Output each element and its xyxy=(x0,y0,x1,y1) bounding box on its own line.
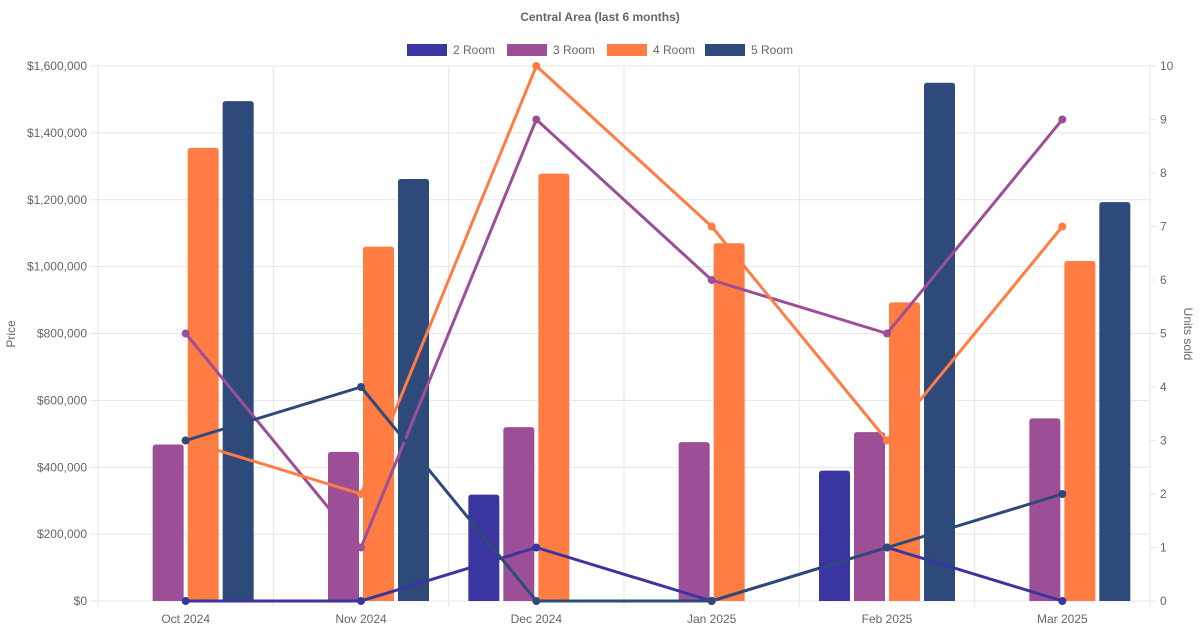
y-tick-label: $800,000 xyxy=(37,327,87,341)
legend-swatch-4-room xyxy=(607,44,647,56)
y2-tick-label: 4 xyxy=(1160,380,1167,394)
point-units-3-room xyxy=(357,543,365,552)
y2-tick-label: 5 xyxy=(1160,327,1167,341)
legend-label-3-room: 3 Room xyxy=(553,43,595,57)
point-units-5-room xyxy=(883,543,891,552)
bar-3-room xyxy=(503,427,535,601)
point-units-3-room xyxy=(707,276,716,284)
bar-2-room xyxy=(468,494,500,601)
y-tick-label: $0 xyxy=(74,594,88,608)
x-tick-label: Nov 2024 xyxy=(335,612,387,626)
y-tick-label: $1,200,000 xyxy=(27,193,87,207)
y-tick-label: $400,000 xyxy=(37,460,87,474)
legend-swatch-3-room xyxy=(507,44,547,56)
legend-label-4-room: 4 Room xyxy=(653,43,695,57)
point-units-4-room xyxy=(357,490,365,498)
bar-3-room xyxy=(678,442,710,601)
y2-tick-label: 9 xyxy=(1160,113,1167,127)
bar-4-room xyxy=(889,302,920,601)
point-units-2-room xyxy=(532,543,541,552)
y2-tick-label: 7 xyxy=(1160,220,1167,234)
bar-3-room xyxy=(1029,418,1061,601)
y2-tick-label: 0 xyxy=(1160,594,1167,608)
chart-title: Central Area (last 6 months) xyxy=(520,10,680,24)
legend: 2 Room 3 Room 4 Room 5 Room xyxy=(407,43,793,57)
point-units-5-room xyxy=(1058,490,1067,498)
point-units-5-room xyxy=(357,383,365,391)
bar-5-room xyxy=(222,101,254,601)
legend-label-5-room: 5 Room xyxy=(751,43,793,57)
x-tick-label: Feb 2025 xyxy=(862,612,913,626)
x-tick-label: Oct 2024 xyxy=(161,612,210,626)
axes: $0 $200,000 $400,000 $600,000 $800,000 $1,000… xyxy=(27,59,1174,626)
point-units-5-room xyxy=(532,597,541,605)
bar-2-room xyxy=(819,470,850,601)
bar-5-room xyxy=(398,179,429,602)
y2-tick-label: 3 xyxy=(1160,434,1167,448)
y2-tick-label: 2 xyxy=(1160,487,1167,501)
line-units-4-room xyxy=(185,64,1064,496)
legend-label-2-room: 2 Room xyxy=(453,43,495,57)
y-tick-label: $600,000 xyxy=(37,393,87,407)
bar-4-room xyxy=(1064,260,1096,601)
line-units-5-room xyxy=(185,385,1063,603)
point-units-4-room xyxy=(707,222,716,231)
point-units-3-room xyxy=(181,329,190,338)
line-units-2-room xyxy=(185,546,1063,603)
y2-tick-label: 6 xyxy=(1160,273,1167,287)
y-tick-label: $1,000,000 xyxy=(27,260,87,274)
point-units-2-room xyxy=(1058,597,1067,605)
bar-3-room xyxy=(854,432,885,601)
x-tick-label: Dec 2024 xyxy=(511,612,563,626)
legend-swatch-5-room xyxy=(705,44,745,56)
point-units-5-room xyxy=(181,436,190,445)
line-series xyxy=(181,62,1067,605)
bar-5-room xyxy=(1099,202,1131,601)
point-units-3-room xyxy=(532,115,541,124)
bar-4-room xyxy=(363,246,394,601)
legend-swatch-2-room xyxy=(407,44,447,56)
point-units-2-room xyxy=(357,597,365,605)
x-tick-label: Jan 2025 xyxy=(687,612,737,626)
y2-tick-label: 8 xyxy=(1160,166,1167,180)
point-units-4-room xyxy=(883,436,891,445)
y2-tick-label: 1 xyxy=(1160,541,1167,555)
bar-4-room xyxy=(187,147,219,601)
y-tick-label: $1,600,000 xyxy=(27,59,87,73)
y-axis-label: Price xyxy=(4,320,18,348)
point-units-4-room xyxy=(1058,222,1067,231)
grid xyxy=(90,65,1156,607)
point-units-3-room xyxy=(883,329,891,338)
y2-axis-label: Units sold xyxy=(1181,308,1195,361)
x-tick-label: Mar 2025 xyxy=(1037,612,1088,626)
bar-5-room xyxy=(924,82,955,601)
point-units-5-room xyxy=(707,597,716,605)
bar-series xyxy=(152,82,1131,602)
line-units-3-room xyxy=(184,118,1064,549)
bar-3-room xyxy=(152,444,184,601)
y-tick-label: $200,000 xyxy=(37,527,87,541)
bar-4-room xyxy=(538,173,570,601)
point-units-4-room xyxy=(532,62,541,70)
y2-tick-label: 10 xyxy=(1160,59,1174,73)
bar-4-room xyxy=(713,243,745,601)
point-units-2-room xyxy=(181,597,190,605)
y-tick-label: $1,400,000 xyxy=(27,126,87,140)
point-units-3-room xyxy=(1058,115,1067,124)
